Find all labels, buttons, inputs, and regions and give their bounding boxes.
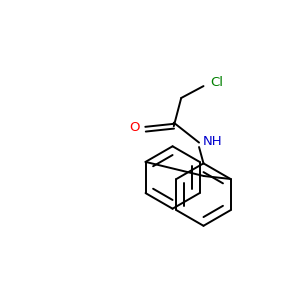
- Text: O: O: [130, 121, 140, 134]
- Text: Cl: Cl: [210, 76, 223, 89]
- Text: NH: NH: [202, 135, 222, 148]
